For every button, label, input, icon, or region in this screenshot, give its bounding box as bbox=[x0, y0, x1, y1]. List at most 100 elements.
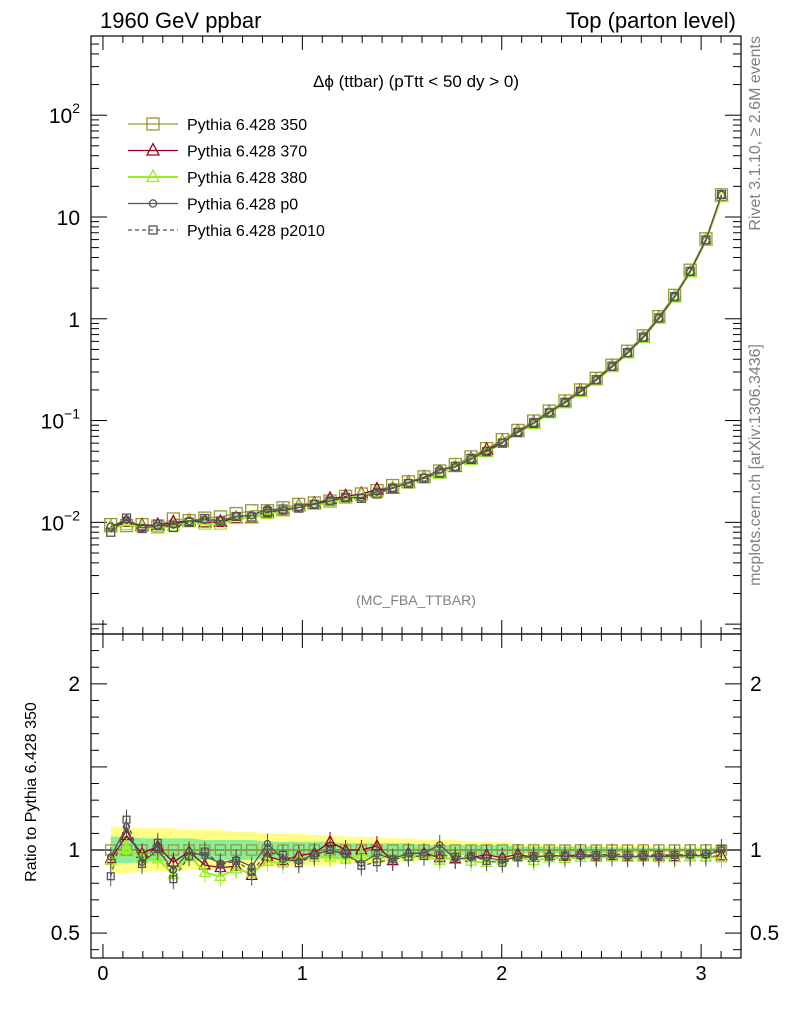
series-line bbox=[110, 194, 723, 529]
x-tick-label: 0 bbox=[97, 963, 108, 985]
ratio-y-tick-label: 1 bbox=[68, 839, 80, 862]
series-line bbox=[110, 194, 723, 533]
data-point-square bbox=[545, 852, 554, 861]
ratio-series-line bbox=[110, 825, 722, 872]
data-point-square bbox=[146, 117, 160, 131]
data-point-square bbox=[326, 845, 335, 855]
data-point-square bbox=[200, 847, 209, 856]
data-point-circle bbox=[107, 853, 115, 861]
y-tick-label: 10−2 bbox=[41, 507, 81, 535]
legend: Pythia 6.428 350 Pythia 6.428 370 Pythia 6… bbox=[128, 117, 325, 240]
data-point-circle bbox=[106, 522, 115, 531]
data-point-square bbox=[686, 850, 695, 859]
data-point-square bbox=[654, 313, 664, 323]
data-point-square bbox=[325, 496, 335, 506]
data-point-square bbox=[185, 852, 194, 861]
data-point-square bbox=[481, 446, 492, 457]
data-point-square bbox=[623, 851, 632, 860]
mcplots-label: mcplots.cern.ch [arXiv:1306.3436] bbox=[747, 344, 764, 586]
data-point-square bbox=[357, 861, 366, 870]
data-point-square bbox=[310, 851, 319, 860]
data-point-square bbox=[544, 408, 554, 418]
data-point-square bbox=[169, 875, 178, 884]
data-point-square bbox=[575, 386, 586, 396]
axes: 0 1 2 3 10−2 10−1 1 10 102 0.5 0.5 1 1 2 2 bbox=[41, 35, 779, 985]
data-point-square bbox=[388, 855, 397, 864]
ratio-plot-frame bbox=[90, 633, 742, 959]
ratio-y-tick-label-right: 0.5 bbox=[750, 922, 779, 945]
data-point-square bbox=[137, 859, 147, 869]
data-point-square bbox=[121, 513, 132, 523]
data-point-square bbox=[450, 461, 460, 471]
data-point-square bbox=[153, 519, 163, 529]
data-point-square bbox=[263, 848, 272, 857]
legend-label: Pythia 6.428 p2010 bbox=[187, 223, 325, 240]
legend-label: Pythia 6.428 380 bbox=[187, 170, 307, 187]
data-point-triangle bbox=[197, 516, 212, 530]
data-point-square bbox=[148, 225, 158, 235]
header-left: 1960 GeV ppbar bbox=[100, 8, 261, 33]
data-point-square bbox=[685, 266, 695, 277]
data-point-square bbox=[404, 852, 413, 861]
data-point-square bbox=[592, 851, 601, 860]
series-line bbox=[110, 194, 723, 527]
data-point-triangle bbox=[229, 861, 243, 874]
data-point-square bbox=[122, 815, 131, 824]
ratio-y-tick-label-right: 2 bbox=[750, 673, 762, 696]
data-point-square bbox=[137, 523, 147, 534]
data-point-square bbox=[670, 850, 679, 859]
x-tick-label: 1 bbox=[297, 963, 308, 985]
data-point-square bbox=[638, 332, 648, 342]
data-point-square bbox=[200, 513, 210, 524]
data-point-square bbox=[576, 850, 585, 860]
data-point-square bbox=[356, 493, 367, 504]
data-point-square bbox=[340, 492, 351, 503]
legend-label: Pythia 6.428 p0 bbox=[187, 197, 298, 214]
data-point-square bbox=[294, 859, 303, 868]
data-point-square bbox=[278, 504, 288, 514]
data-point-square bbox=[262, 506, 273, 517]
ratio-y-tick-label: 2 bbox=[68, 673, 80, 696]
data-point-square bbox=[497, 438, 507, 448]
data-point-triangle bbox=[261, 854, 274, 866]
plot-title: Δϕ (ttbar) (pTtt < 50 dy > 0) bbox=[313, 72, 519, 91]
ratio-series-line bbox=[110, 817, 722, 881]
data-point-square bbox=[435, 851, 444, 860]
ratio-y-tick-label-right: 1 bbox=[750, 839, 762, 862]
data-point-square bbox=[701, 850, 710, 859]
data-point-square bbox=[607, 361, 617, 371]
y-tick-label: 10 bbox=[57, 207, 80, 230]
data-point-square bbox=[388, 483, 398, 493]
data-point-triangle bbox=[432, 465, 447, 479]
plot-watermark: (MC_FBA_TTBAR) bbox=[356, 592, 476, 608]
data-point-square bbox=[215, 516, 226, 526]
data-point-square bbox=[513, 427, 523, 438]
data-point-square bbox=[231, 511, 241, 522]
ratio-ylabel: Ratio to Pythia 6.428 350 bbox=[23, 702, 40, 882]
data-point-square bbox=[184, 517, 194, 527]
data-point-square bbox=[622, 347, 633, 358]
legend-label: Pythia 6.428 370 bbox=[187, 144, 307, 161]
data-point-square bbox=[560, 851, 569, 860]
series-group bbox=[103, 188, 729, 537]
data-point-square bbox=[716, 189, 727, 200]
data-point-triangle bbox=[145, 142, 161, 156]
data-point-square bbox=[341, 849, 350, 858]
data-point-square bbox=[106, 872, 115, 881]
data-point-square bbox=[466, 453, 476, 464]
data-point-triangle bbox=[119, 516, 134, 531]
data-point-square bbox=[372, 489, 382, 499]
data-point-square bbox=[466, 851, 476, 860]
data-point-square bbox=[419, 473, 429, 484]
data-point-square bbox=[607, 849, 617, 858]
data-point-square bbox=[482, 856, 491, 866]
legend-label: Pythia 6.428 350 bbox=[187, 117, 307, 134]
data-point-square bbox=[213, 510, 228, 524]
data-point-circle bbox=[148, 199, 158, 208]
data-point-square bbox=[419, 851, 429, 860]
data-point-square bbox=[639, 850, 648, 859]
data-point-square bbox=[403, 478, 414, 489]
y-tick-label: 102 bbox=[49, 100, 80, 128]
header-right: Top (parton level) bbox=[566, 8, 736, 33]
